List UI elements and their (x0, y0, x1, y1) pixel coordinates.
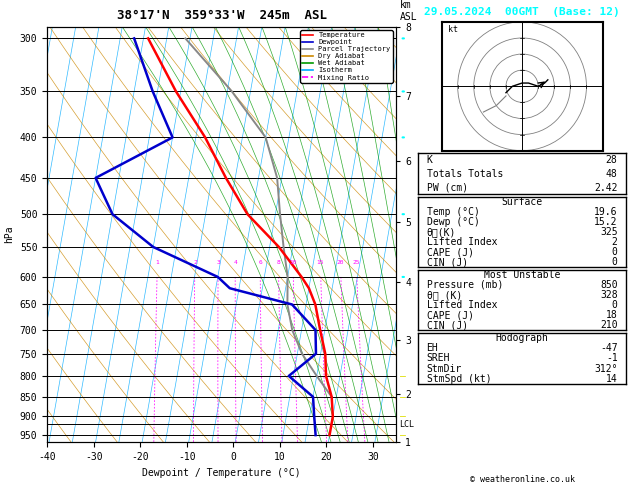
Text: Most Unstable: Most Unstable (484, 270, 560, 280)
Text: 28: 28 (606, 155, 618, 165)
Text: 0: 0 (611, 247, 618, 257)
Text: -47: -47 (600, 343, 618, 353)
Y-axis label: hPa: hPa (4, 226, 14, 243)
Text: 1: 1 (155, 260, 159, 265)
Text: θᴄ (K): θᴄ (K) (426, 290, 462, 300)
Text: 312°: 312° (594, 364, 618, 374)
Text: Lifted Index: Lifted Index (426, 237, 497, 247)
Text: 325: 325 (600, 227, 618, 237)
Text: 4: 4 (233, 260, 237, 265)
Text: StmDir: StmDir (426, 364, 462, 374)
Text: © weatheronline.co.uk: © weatheronline.co.uk (470, 474, 574, 484)
Text: 850: 850 (600, 280, 618, 290)
Text: Temp (°C): Temp (°C) (426, 207, 479, 217)
Text: 15: 15 (316, 260, 324, 265)
Text: 20: 20 (337, 260, 344, 265)
Text: 6: 6 (259, 260, 262, 265)
Text: 0: 0 (611, 300, 618, 310)
Text: 3: 3 (216, 260, 220, 265)
Text: Totals Totals: Totals Totals (426, 169, 503, 179)
Text: SREH: SREH (426, 353, 450, 364)
Text: Pressure (mb): Pressure (mb) (426, 280, 503, 290)
Text: —: — (399, 392, 406, 402)
Text: —: — (399, 430, 406, 440)
Text: 14: 14 (606, 374, 618, 384)
Text: 2: 2 (193, 260, 197, 265)
Text: CIN (J): CIN (J) (426, 320, 468, 330)
Text: -1: -1 (606, 353, 618, 364)
Text: 328: 328 (600, 290, 618, 300)
Text: 15.2: 15.2 (594, 217, 618, 227)
Text: 29.05.2024  00GMT  (Base: 12): 29.05.2024 00GMT (Base: 12) (424, 7, 620, 17)
Text: 210: 210 (600, 320, 618, 330)
Text: Surface: Surface (501, 197, 543, 207)
Text: CAPE (J): CAPE (J) (426, 310, 474, 320)
Text: 25: 25 (352, 260, 360, 265)
Text: —: — (399, 371, 406, 381)
Text: EH: EH (426, 343, 438, 353)
Text: 8: 8 (277, 260, 281, 265)
Text: StmSpd (kt): StmSpd (kt) (426, 374, 491, 384)
Text: 48: 48 (606, 169, 618, 179)
Text: 38°17'N  359°33'W  245m  ASL: 38°17'N 359°33'W 245m ASL (117, 9, 326, 22)
Text: K: K (426, 155, 433, 165)
Text: 2.42: 2.42 (594, 183, 618, 192)
X-axis label: Dewpoint / Temperature (°C): Dewpoint / Temperature (°C) (142, 468, 301, 478)
Text: CIN (J): CIN (J) (426, 257, 468, 267)
Text: 10: 10 (289, 260, 297, 265)
Text: Hodograph: Hodograph (496, 333, 548, 343)
Text: PW (cm): PW (cm) (426, 183, 468, 192)
Text: 18: 18 (606, 310, 618, 320)
Text: CAPE (J): CAPE (J) (426, 247, 474, 257)
Text: 19.6: 19.6 (594, 207, 618, 217)
Text: kt: kt (448, 24, 458, 34)
Text: 0: 0 (611, 257, 618, 267)
Text: Dewp (°C): Dewp (°C) (426, 217, 479, 227)
Text: θᴄ(K): θᴄ(K) (426, 227, 456, 237)
Text: 2: 2 (611, 237, 618, 247)
Text: Lifted Index: Lifted Index (426, 300, 497, 310)
Text: LCL: LCL (399, 419, 414, 429)
Text: —: — (399, 412, 406, 421)
Text: km
ASL: km ASL (399, 0, 417, 22)
Legend: Temperature, Dewpoint, Parcel Trajectory, Dry Adiabat, Wet Adiabat, Isotherm, Mi: Temperature, Dewpoint, Parcel Trajectory… (301, 30, 392, 83)
